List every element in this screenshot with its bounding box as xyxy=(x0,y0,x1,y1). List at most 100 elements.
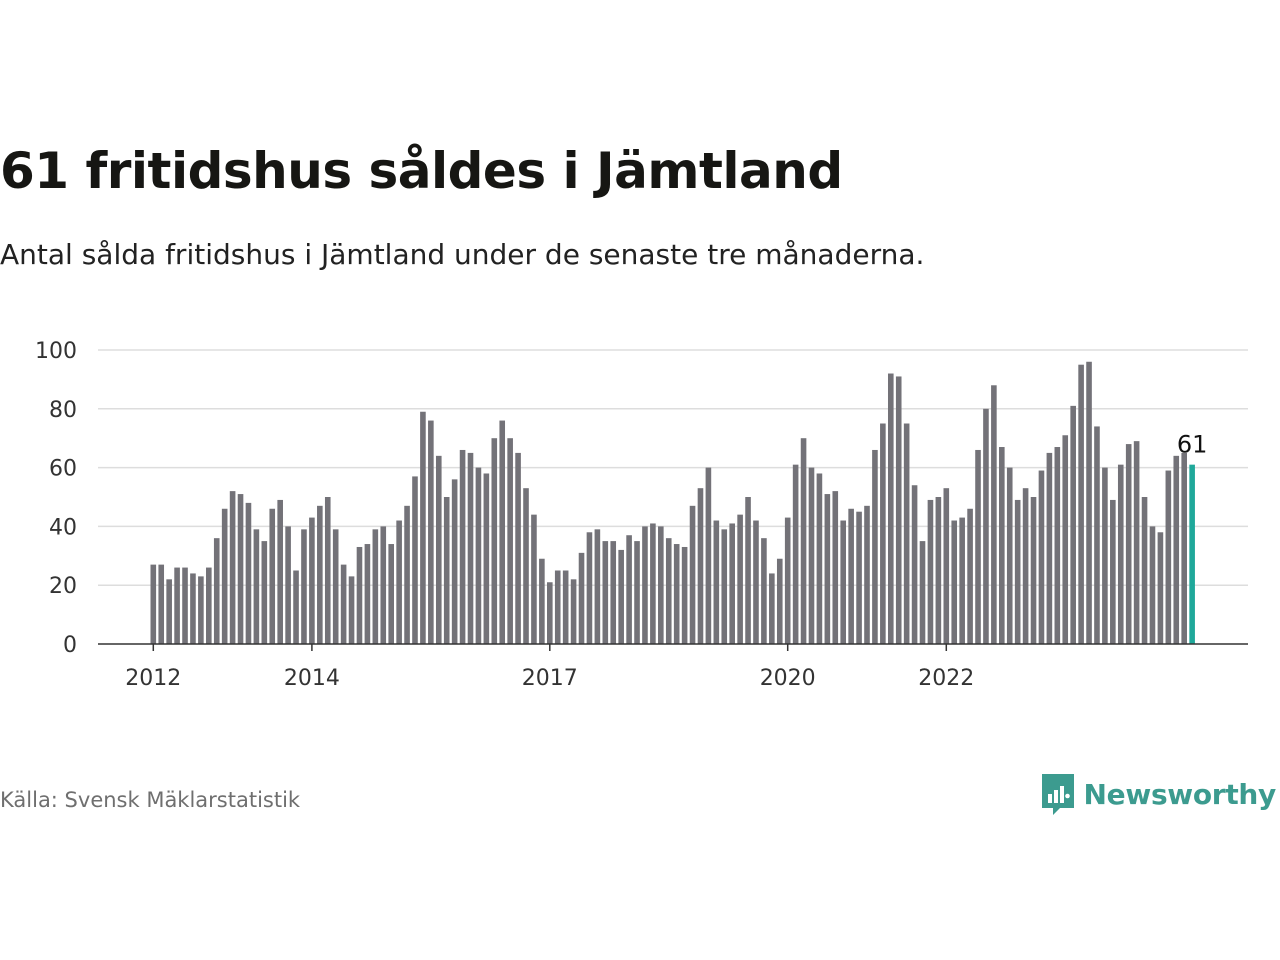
bar xyxy=(864,505,870,644)
bar xyxy=(808,467,815,644)
bar xyxy=(531,514,537,644)
bar xyxy=(729,523,735,644)
bar xyxy=(792,464,799,644)
bar xyxy=(1030,497,1037,644)
bar xyxy=(880,423,886,644)
bar xyxy=(190,573,196,644)
bar xyxy=(309,517,315,644)
bar xyxy=(991,385,997,644)
bar xyxy=(1125,444,1132,644)
bar xyxy=(903,423,910,644)
x-tick-label: 2022 xyxy=(918,666,974,691)
bar xyxy=(237,494,244,644)
bar xyxy=(602,541,609,644)
bar xyxy=(1046,452,1053,644)
bar xyxy=(642,526,648,644)
bar xyxy=(927,499,934,644)
bar xyxy=(277,499,283,644)
bar xyxy=(1014,499,1021,644)
bar xyxy=(935,497,942,644)
bar xyxy=(443,497,450,644)
bar xyxy=(943,488,950,644)
bar xyxy=(626,535,632,644)
bar xyxy=(253,529,260,644)
bar xyxy=(523,488,529,644)
y-tick-label: 40 xyxy=(49,515,77,540)
bar xyxy=(229,491,236,644)
bar xyxy=(396,520,402,644)
latest-value-label: 61 xyxy=(1177,431,1208,459)
bar xyxy=(911,485,918,644)
bar xyxy=(1173,455,1180,644)
bar xyxy=(356,546,363,644)
bar xyxy=(1078,364,1084,644)
bar xyxy=(348,576,355,644)
bar xyxy=(1094,426,1100,644)
bar xyxy=(1006,467,1013,644)
bar xyxy=(816,473,823,644)
x-tick-label: 2017 xyxy=(522,666,578,691)
bar xyxy=(975,449,981,644)
bar xyxy=(1070,405,1076,644)
bar xyxy=(1062,435,1069,644)
bar xyxy=(507,438,513,644)
bar xyxy=(1110,499,1116,644)
bar xyxy=(404,505,410,644)
bar xyxy=(269,508,276,644)
bar xyxy=(1038,470,1045,644)
bar xyxy=(650,523,656,644)
bar xyxy=(539,558,545,644)
bar-latest xyxy=(1189,464,1195,644)
bar xyxy=(198,576,204,644)
bar xyxy=(372,529,379,644)
bar xyxy=(570,579,577,644)
bar xyxy=(388,544,394,644)
bar xyxy=(1141,497,1148,644)
bar xyxy=(951,520,958,644)
bar xyxy=(1157,532,1164,644)
source-note: Källa: Svensk Mäklarstatistik xyxy=(0,788,301,812)
bar-chart: 0 20 40 60 80 100 2012 2014 2017 2020 2022 61 xyxy=(35,339,1248,691)
brand-name: Newsworthy xyxy=(1083,777,1277,811)
bar xyxy=(491,438,498,644)
y-tick-label: 60 xyxy=(49,457,77,482)
bar xyxy=(499,420,506,644)
bar xyxy=(776,558,783,644)
bar xyxy=(713,520,720,644)
bar xyxy=(213,538,220,644)
bar xyxy=(182,567,188,644)
bar xyxy=(1054,447,1061,644)
bar xyxy=(428,420,434,644)
bar xyxy=(475,467,482,644)
bar xyxy=(1181,452,1187,644)
bar xyxy=(872,449,878,644)
bar xyxy=(705,467,712,644)
bar xyxy=(1102,467,1108,644)
chart-subtitle: Antal sålda fritidshus i Jämtland under … xyxy=(0,238,925,271)
bar xyxy=(681,546,688,644)
bar xyxy=(689,505,696,644)
bar xyxy=(610,541,617,644)
bar xyxy=(784,517,791,644)
bar xyxy=(658,526,664,644)
bar xyxy=(983,408,989,644)
x-tick-label: 2012 xyxy=(125,666,181,691)
bar xyxy=(1022,488,1029,644)
bar xyxy=(761,538,767,644)
bar xyxy=(1117,464,1124,644)
bar xyxy=(515,452,521,644)
bar xyxy=(158,564,165,644)
bar xyxy=(1165,470,1172,644)
bar xyxy=(547,582,553,644)
bar xyxy=(919,541,926,644)
bar xyxy=(459,449,466,644)
bar xyxy=(332,529,339,644)
bar xyxy=(245,502,252,644)
bar xyxy=(166,579,172,644)
y-tick-label: 0 xyxy=(63,633,77,658)
bar xyxy=(380,526,387,644)
bar xyxy=(293,570,299,644)
bar xyxy=(324,497,331,644)
x-tick-label: 2020 xyxy=(760,666,816,691)
bar xyxy=(340,564,347,644)
